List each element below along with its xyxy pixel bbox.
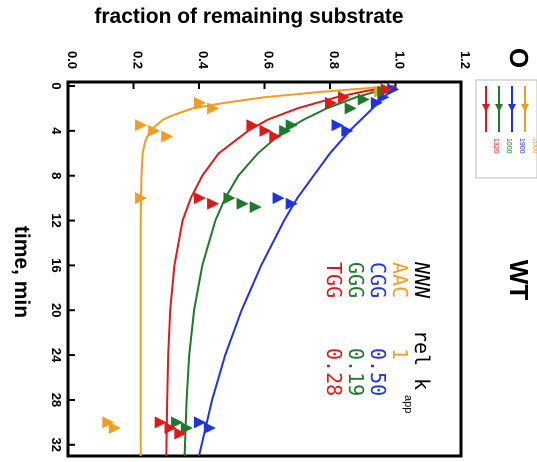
data-point-tgg [246,119,259,132]
inset-legend-label: 1900 [518,138,525,154]
y-tick-label: 0.4 [196,51,211,70]
data-point-cgg [387,83,400,96]
x-tick-label: 4 [49,127,64,135]
data-point-tgg [164,421,177,434]
fit-curve-cgg [198,85,397,457]
data-point-aac [135,119,148,132]
data-point-aac [102,416,115,429]
data-point-ggg [285,119,298,132]
legend-name-aac: AAC [388,262,412,298]
data-point-cgg [341,124,354,137]
data-point-ggg [249,201,262,214]
corner-label: O [504,48,534,68]
panel-label: WT [504,260,534,301]
data-point-tgg [269,130,282,143]
legend-value-tgg: 0.28 [322,348,346,396]
legend-header-relk: rel k [410,330,434,390]
x-axis-ticks: 0 4 8 12 16 20 24 28 32 [49,82,75,452]
x-tick-label: 20 [49,303,64,317]
data-point-ggg [223,192,236,205]
x-tick-label: 0 [49,82,64,89]
data-point-cgg [203,421,216,434]
y-tick-label: 0.0 [65,51,80,69]
data-point-cgg [272,192,285,205]
inset-legend-label: 1320 [492,138,499,154]
data-point-aac [148,124,161,137]
x-tick-label: 16 [49,258,64,272]
data-point-tgg [325,96,337,109]
data-point-aac [194,96,206,109]
inset-legend-marker [495,104,503,112]
data-point-tgg [154,416,167,429]
x-axis-label: time, min [10,226,33,318]
data-point-tgg [338,91,351,104]
data-point-tgg [207,197,220,210]
y-tick-label: 0.8 [327,51,342,69]
data-point-tgg [259,124,272,137]
legend: NNN rel k app AAC 1 CGG 0.50 GGG 0.19 TGG 0.28 [322,261,434,413]
fit-curves [139,85,397,457]
x-tick-label: 24 [49,348,64,363]
x-tick-label: 32 [49,438,64,452]
legend-value-aac: 1 [388,348,412,360]
data-point-aac [161,130,174,143]
legend-name-ggg: GGG [344,262,368,298]
data-point-tgg [380,83,393,96]
data-point-aac [108,421,121,434]
inset-legend-marker [482,104,490,112]
data-point-aac [207,102,220,115]
data-point-cgg [194,416,206,429]
inset-legend: 1320 1600 1900 2000 [475,79,537,179]
data-point-ggg [236,197,249,210]
data-point-ggg [344,102,357,115]
fit-curve-aac [139,85,396,456]
data-point-tgg [194,192,206,205]
legend-value-cgg: 0.50 [366,348,390,396]
inset-legend-marker [508,104,516,112]
inset-legend-marker [521,104,529,112]
inset-legend-label: 2000 [531,138,537,154]
x-tick-label: 8 [49,172,64,179]
fit-curve-tgg [165,85,396,457]
y-tick-label: 0.6 [262,51,277,69]
data-point-ggg [279,124,292,137]
legend-name-cgg: CGG [366,262,390,298]
data-point-aac [135,192,148,205]
data-point-cgg [370,96,383,109]
data-point-cgg [285,197,298,210]
data-point-tgg [174,427,187,440]
y-tick-label: 1.0 [393,51,408,69]
data-point-cgg [331,119,344,132]
legend-header-nnn: NNN [410,261,434,299]
inset-legend-label: 1600 [505,138,512,154]
data-point-ggg [180,421,193,434]
legend-header-sub: app [402,395,414,413]
y-tick-label: 1.2 [458,51,473,69]
data-point-ggg [357,93,370,106]
y-axis-label: fraction of remaining substrate [94,5,403,28]
x-tick-label: 12 [49,213,64,227]
legend-value-ggg: 0.19 [344,348,368,396]
y-tick-label: 0.2 [131,51,146,69]
fit-curve-ggg [183,85,396,457]
legend-name-tgg: TGG [322,262,346,298]
y-axis-ticks: 0.0 0.2 0.4 0.6 0.8 1.0 1.2 [65,51,473,89]
data-point-ggg [171,416,184,429]
data-points [102,83,400,440]
x-tick-label: 28 [49,393,64,407]
